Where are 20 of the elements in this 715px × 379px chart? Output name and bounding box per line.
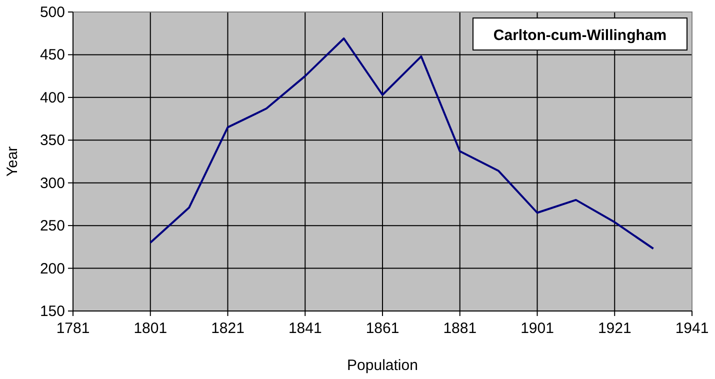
y-tick-label: 200 (40, 260, 65, 278)
x-axis-title: Population (347, 357, 418, 374)
y-tick-label: 400 (40, 89, 65, 106)
x-tick-label: 1861 (366, 320, 400, 337)
x-tick-label: 1901 (520, 320, 554, 337)
x-tick-label: 1821 (211, 320, 244, 337)
x-tick-label: 1921 (598, 320, 632, 337)
y-tick-label: 450 (40, 46, 65, 64)
y-tick-label: 300 (40, 174, 65, 192)
y-tick-label: 150 (40, 303, 65, 320)
text: Carlton-cum-Willingham (493, 27, 667, 44)
x-tick-label: 1841 (288, 320, 322, 337)
y-tick-label: 350 (40, 132, 65, 150)
y-tick-label: 500 (40, 4, 65, 21)
x-tick-label: 1801 (134, 320, 168, 337)
y-axis-title: Year (4, 146, 21, 177)
x-tick-label: 1781 (56, 320, 90, 337)
y-tick-label: 250 (40, 218, 65, 235)
x-tick-label: 1881 (443, 320, 477, 337)
x-tick-label: 1941 (675, 320, 709, 337)
